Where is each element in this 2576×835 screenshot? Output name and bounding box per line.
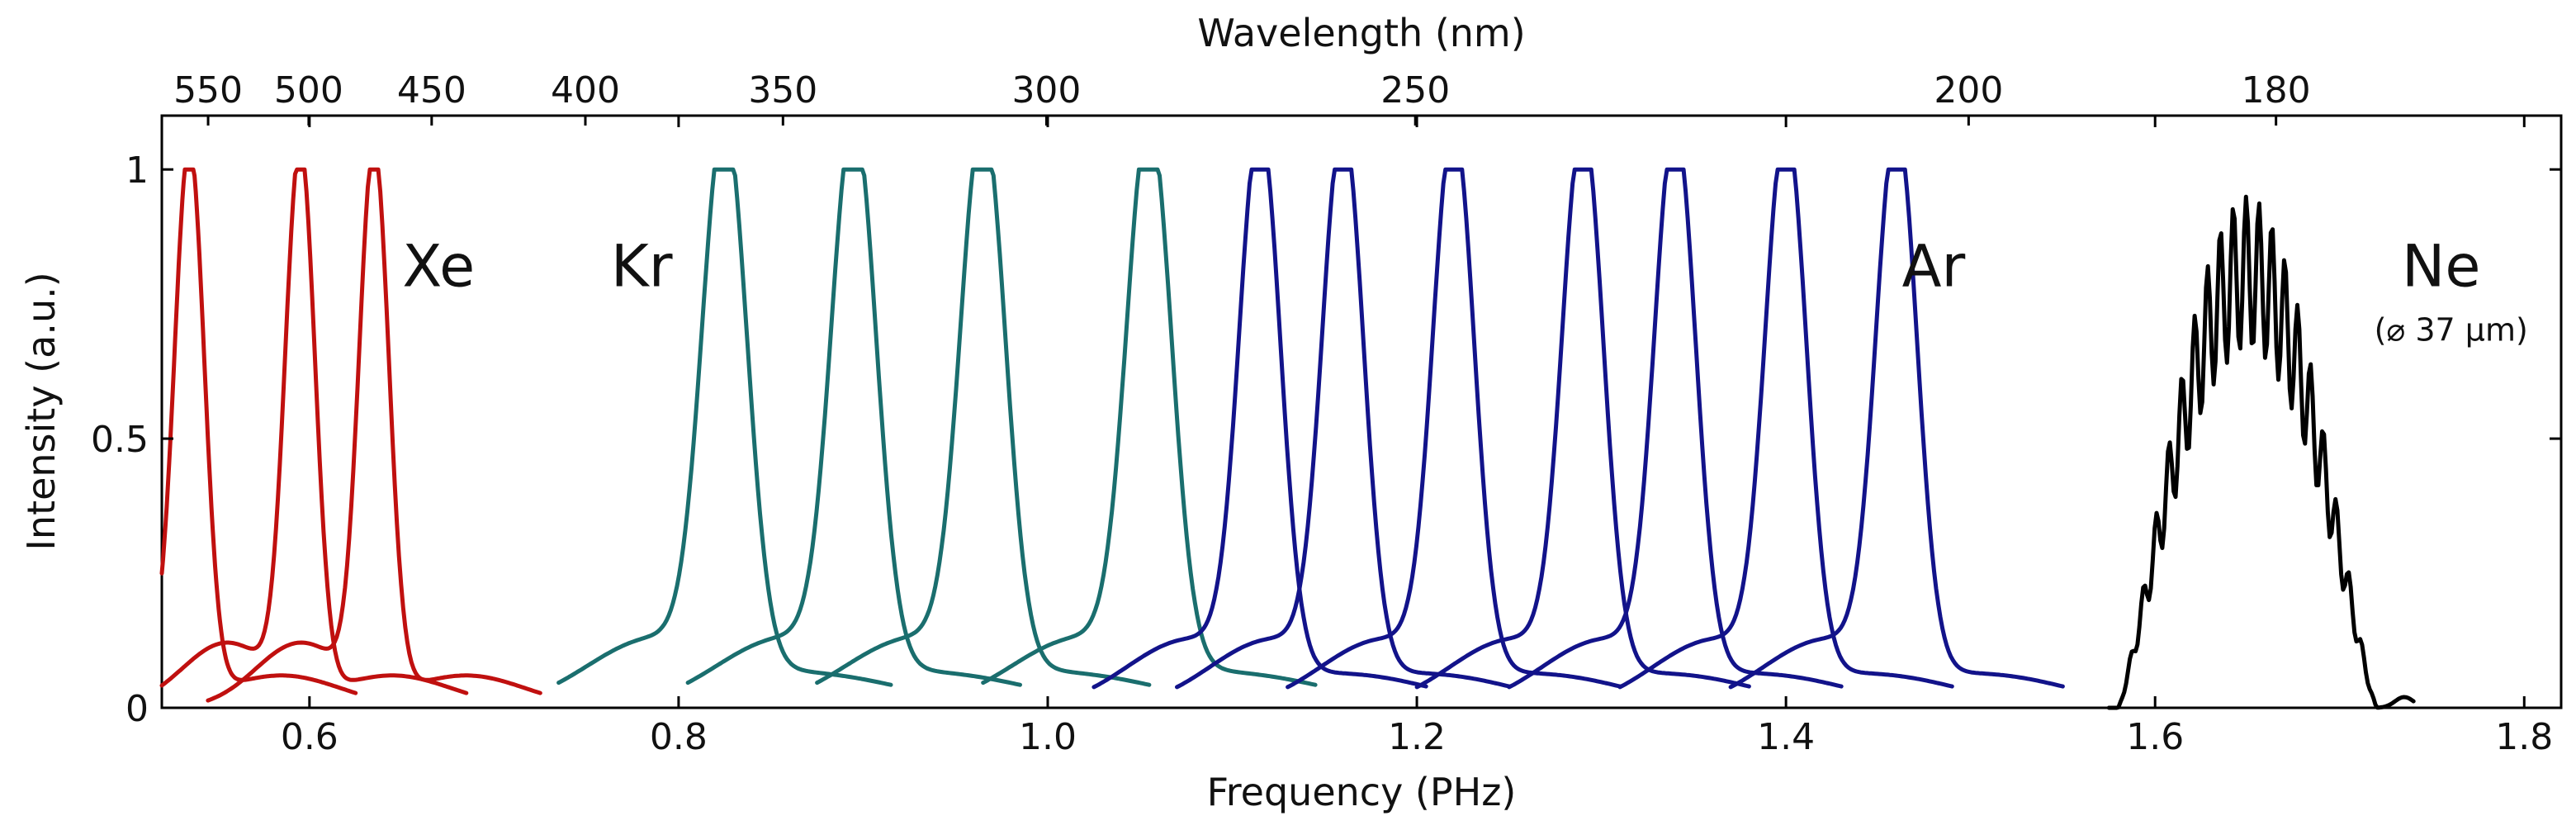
x-tick-label: 1.4 [1757, 716, 1815, 758]
y-tick-label: 1 [125, 149, 149, 192]
y-tick-label: 0 [125, 688, 149, 730]
x-tick-label: 1.2 [1388, 716, 1446, 758]
plot-frame [160, 114, 2563, 709]
spectrum-curve-ar [1728, 167, 2065, 690]
spectrum-curve-ar [1507, 167, 1844, 690]
y-tick-label: 0.5 [91, 419, 149, 461]
x-tick-label: 1.8 [2495, 716, 2553, 758]
x-tick-label: 0.8 [650, 716, 708, 758]
gas-label-kr: Kr [611, 233, 673, 301]
top-axis-label: Wavelength (nm) [1197, 11, 1525, 55]
spectrum-curve-ar [1286, 167, 1622, 690]
spectrum-curve-ar [1091, 167, 1428, 690]
left-axis-ticks: 00.51 [91, 149, 2561, 730]
spectrum-curve-xe [159, 167, 358, 695]
top-axis-ticks: 550 500 450 400 350 300 250 200 180 [173, 69, 2311, 126]
y-axis-label: Intensity (a.u.) [19, 272, 64, 550]
x-tick-label: 1.0 [1019, 716, 1077, 758]
series-curves [159, 167, 2416, 710]
x-axis-label: Frequency (PHz) [1207, 770, 1517, 814]
gas-label-ar: Ar [1902, 233, 1966, 301]
spectrum-curve-kr [981, 167, 1318, 687]
bottom-axis-ticks: 0.6 0.8 1.0 1.2 1.4 1.6 1.8 [281, 116, 2553, 758]
spectrum-curve-ar [1175, 167, 1512, 690]
top-tick-label: 180 [2242, 69, 2311, 111]
spectrum-curve-kr [685, 167, 1022, 687]
top-tick-label: 550 [173, 69, 243, 111]
top-tick-label: 400 [551, 69, 620, 111]
top-tick-label: 250 [1380, 69, 1450, 111]
gas-labels: Xe Kr Ar Ne (⌀ 37 µm) [402, 233, 2527, 349]
spectrum-curve-ar [1414, 167, 1751, 690]
spectrum-curve-ar [1617, 167, 1954, 690]
spectrum-curve-kr [556, 167, 893, 687]
spectrum-curve-xe [206, 167, 542, 703]
top-tick-label: 450 [397, 69, 466, 111]
gas-label-ne: Ne [2402, 233, 2480, 301]
spectrum-curve-kr [815, 167, 1152, 687]
x-tick-label: 1.6 [2126, 716, 2184, 758]
top-tick-label: 350 [748, 69, 817, 111]
gas-sublabel-ne: (⌀ 37 µm) [2375, 312, 2528, 349]
spectrum-curve-ne [2106, 194, 2416, 710]
x-tick-label: 0.6 [281, 716, 339, 758]
gas-label-xe: Xe [402, 233, 475, 301]
spectrum-curve-xe [159, 167, 469, 695]
top-tick-label: 300 [1011, 69, 1081, 111]
top-tick-label: 500 [274, 69, 343, 111]
top-tick-label: 200 [1934, 69, 2003, 111]
